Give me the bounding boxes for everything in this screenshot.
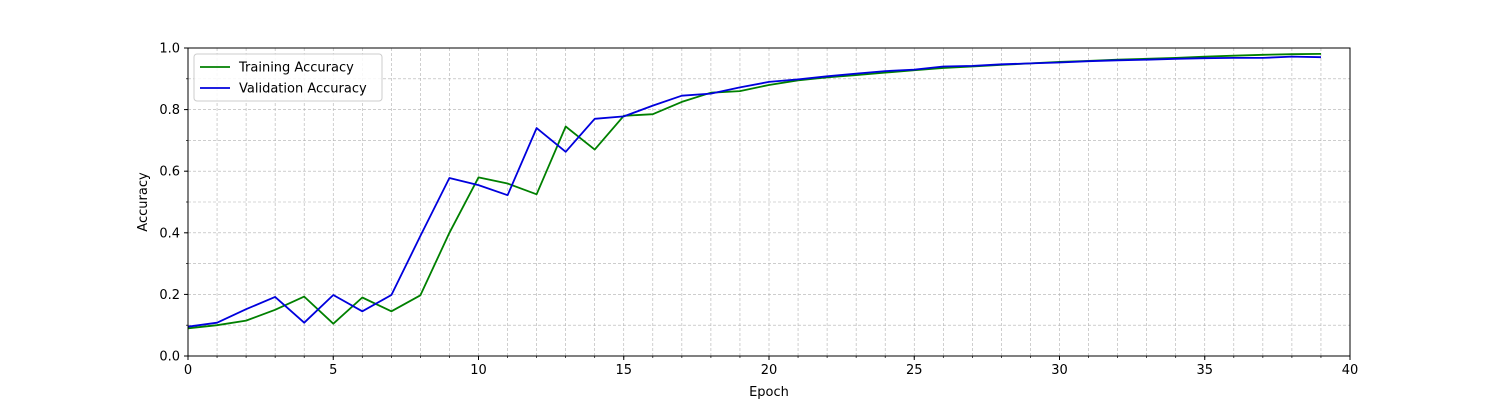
series-line-validation-accuracy (187, 55, 1322, 328)
y-axis-label: Accuracy (136, 172, 151, 232)
legend: Training Accuracy Validation Accuracy (193, 53, 383, 102)
legend-label: Validation Accuracy (239, 82, 367, 97)
x-tick-label: 35 (1196, 363, 1213, 378)
x-tick-label: 25 (906, 363, 923, 378)
legend-box (193, 53, 383, 102)
tick-labels: 0 5 10 15 20 25 30 35 40 0.0 0.2 0.4 0.6 0.8 1.0 (159, 42, 1358, 379)
x-axis-label: Epoch (749, 385, 789, 400)
grid (187, 47, 1351, 357)
x-tick-label: 10 (470, 363, 487, 378)
x-tick-label: 5 (329, 363, 337, 378)
x-tick-label: 0 (184, 363, 192, 378)
y-tick-label: 0.2 (159, 288, 180, 303)
x-tick-label: 20 (761, 363, 778, 378)
x-tick-label: 15 (615, 363, 632, 378)
x-tick-label: 30 (1051, 363, 1068, 378)
y-tick-label: 0.0 (159, 350, 180, 365)
legend-label: Training Accuracy (238, 61, 354, 76)
series-lines (187, 53, 1322, 330)
y-tick-label: 0.6 (159, 165, 180, 180)
y-tick-label: 1.0 (159, 42, 180, 57)
y-tick-label: 0.4 (159, 226, 180, 241)
axis-ticks (184, 47, 1351, 360)
x-tick-label: 40 (1342, 363, 1359, 378)
y-tick-label: 0.8 (159, 103, 180, 118)
